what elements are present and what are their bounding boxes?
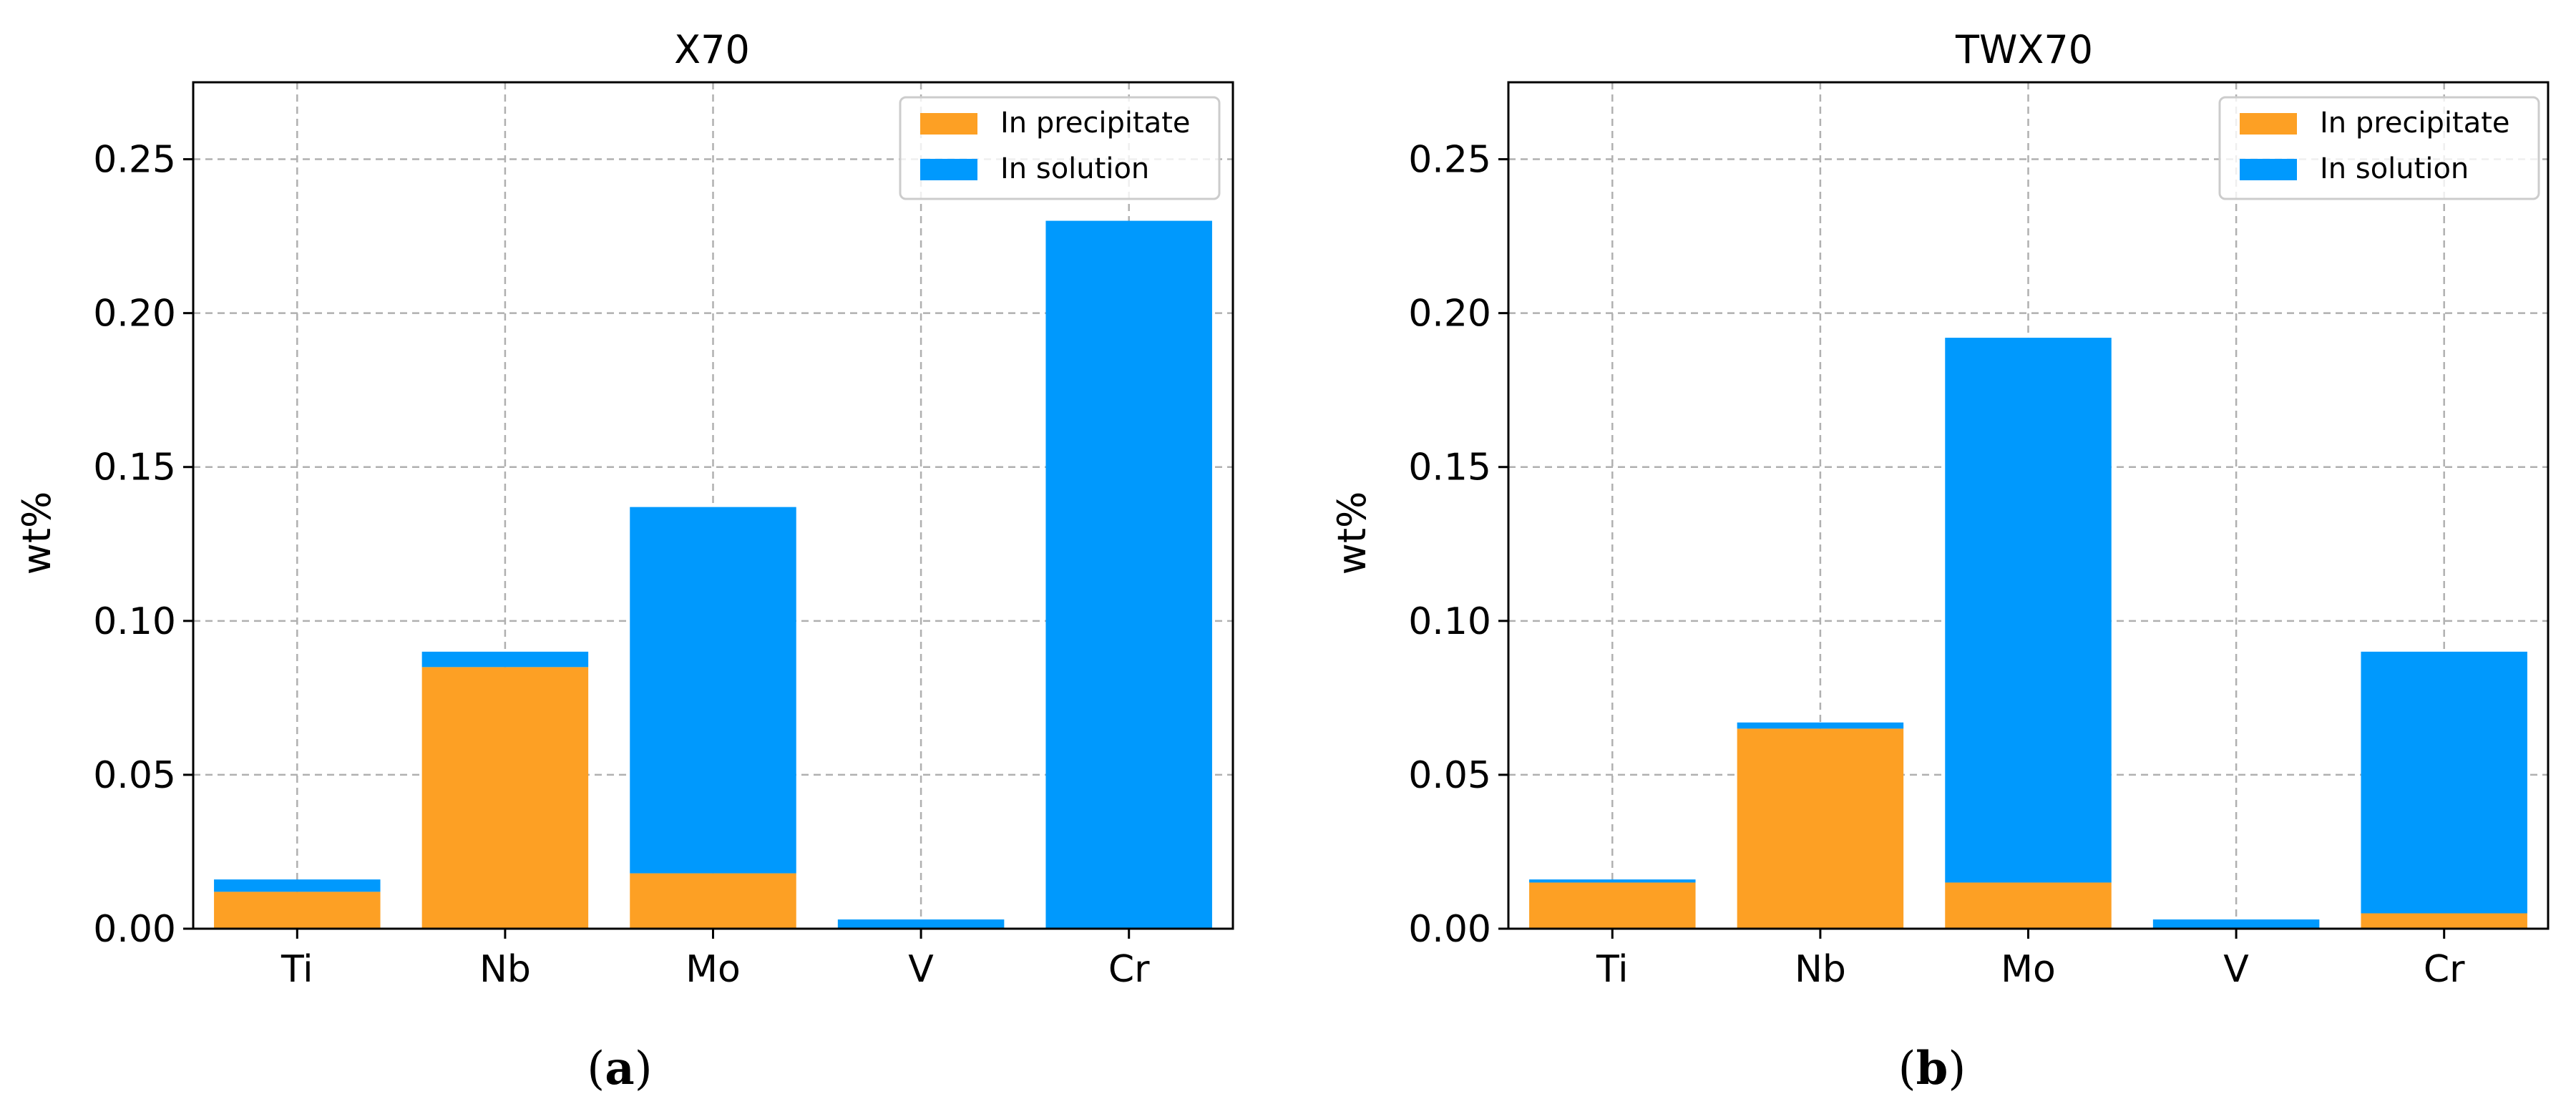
x-tick-label-cr: Cr [2424,948,2465,991]
panel-label-a: (a) [587,1042,652,1095]
bar-ti-precipitate [1529,882,1696,929]
bar-ti-solution [214,879,381,892]
legend-label-precipitate: In precipitate [1000,107,1191,140]
bar-ti-solution [1529,879,1696,883]
y-tick-label: 0.20 [93,293,176,336]
caption-close-paren: ) [1948,1042,1966,1095]
x-tick-label-mo: Mo [686,948,741,991]
y-axis-label: wt% [1330,492,1375,575]
legend: In precipitate In solution [2218,96,2540,200]
legend-label-solution: In solution [2320,152,2469,185]
x-tick-label-ti: Ti [1596,948,1629,991]
bar-layer [214,220,1212,929]
y-tick-label: 0.20 [1408,293,1491,336]
panel-label-b: (b) [1898,1042,1966,1095]
y-tick-label: 0.10 [1408,600,1491,643]
caption-letter: b [1916,1042,1948,1095]
y-tick-label: 0.25 [93,139,176,182]
caption-letter: a [605,1042,634,1095]
y-tick-label: 0.15 [93,446,176,489]
legend-label-solution: In solution [1000,152,1149,185]
bar-mo-solution [1945,338,2112,883]
bar-v-solution [837,919,1005,929]
x-tick-label-nb: Nb [479,948,531,991]
bar-mo-precipitate [630,873,796,929]
bar-cr-solution [1045,220,1212,929]
bar-mo-solution [630,507,796,874]
legend-swatch-precipitate [920,113,977,135]
legend: In precipitate In solution [899,96,1221,200]
legend-swatch-solution [2240,159,2297,180]
x-tick-label-cr: Cr [1108,948,1150,991]
x-tick-label-ti: Ti [280,948,313,991]
chart-title: TWX70 [1955,27,2093,72]
y-tick-label: 0.10 [93,600,176,643]
bar-layer [1529,338,2527,929]
x-tick-label-v: V [908,948,934,991]
y-axis-label: wt% [14,492,59,575]
bar-nb-precipitate [1737,728,1904,929]
y-tick-label: 0.00 [1408,908,1491,951]
legend-swatch-solution [920,159,977,180]
caption-open-paren: ( [1898,1042,1916,1095]
x-tick-label-nb: Nb [1795,948,1846,991]
caption-open-paren: ( [587,1042,605,1095]
chart-panel-twx70: TWX70 wt% 0.00 0.05 0.10 0.15 0.20 0.25 Ti Nb Mo… [1330,27,2550,1095]
tick-layer: 0.00 0.05 0.10 0.15 0.20 0.25 Ti Nb Mo V Cr [93,139,1150,991]
bar-nb-solution [421,651,589,668]
bar-cr-solution [2361,651,2527,914]
bar-v-solution [2152,919,2320,929]
x-tick-label-mo: Mo [2001,948,2056,991]
x-tick-label-v: V [2223,948,2249,991]
bar-nb-solution [1737,722,1904,729]
legend-label-precipitate: In precipitate [2320,107,2510,140]
bar-nb-precipitate [421,667,589,929]
y-tick-label: 0.00 [93,908,176,951]
y-tick-label: 0.05 [1408,754,1491,797]
tick-layer: 0.00 0.05 0.10 0.15 0.20 0.25 Ti Nb Mo V Cr [1408,139,2465,991]
legend-box [2218,96,2540,200]
chart-title: X70 [674,27,750,72]
legend-box [899,96,1221,200]
bar-cr-precipitate [2361,913,2527,929]
y-tick-label: 0.05 [93,754,176,797]
y-tick-label: 0.25 [1408,139,1491,182]
y-tick-label: 0.15 [1408,446,1491,489]
chart-panel-x70: X70 wt% 0.00 0.05 0.10 0.15 0.20 0.25 Ti Nb Mo V C… [14,27,1234,1095]
legend-swatch-precipitate [2240,113,2297,135]
bar-mo-precipitate [1945,882,2112,929]
caption-close-paren: ) [635,1042,653,1095]
bar-ti-precipitate [214,891,381,929]
